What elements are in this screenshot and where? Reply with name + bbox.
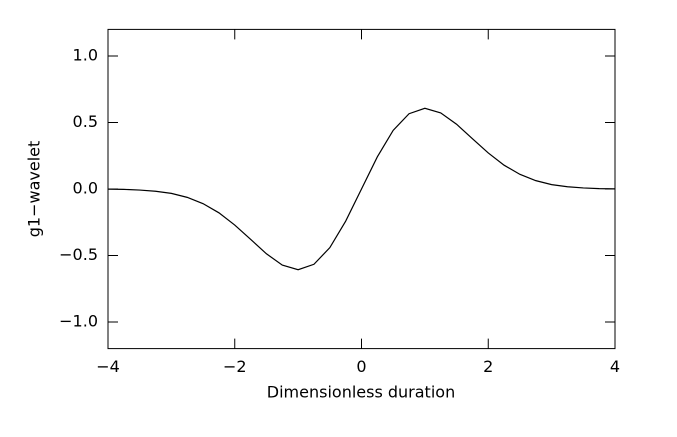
y-tick-label: −0.5 — [59, 245, 98, 264]
x-tick-label: −4 — [96, 357, 120, 376]
x-axis-label: Dimensionless duration — [267, 383, 455, 402]
y-tick-label: −1.0 — [59, 312, 98, 331]
x-tick-label: 0 — [356, 357, 366, 376]
x-tick-label: −2 — [223, 357, 247, 376]
y-tick-label: 1.0 — [73, 46, 98, 65]
x-tick-label: 4 — [610, 357, 620, 376]
curve — [107, 107, 616, 271]
y-axis-label: g1−wavelet — [25, 141, 44, 238]
y-tick-label: 0.5 — [73, 112, 98, 131]
x-tick-label: 2 — [483, 357, 493, 376]
y-tick-label: 0.0 — [73, 179, 98, 198]
